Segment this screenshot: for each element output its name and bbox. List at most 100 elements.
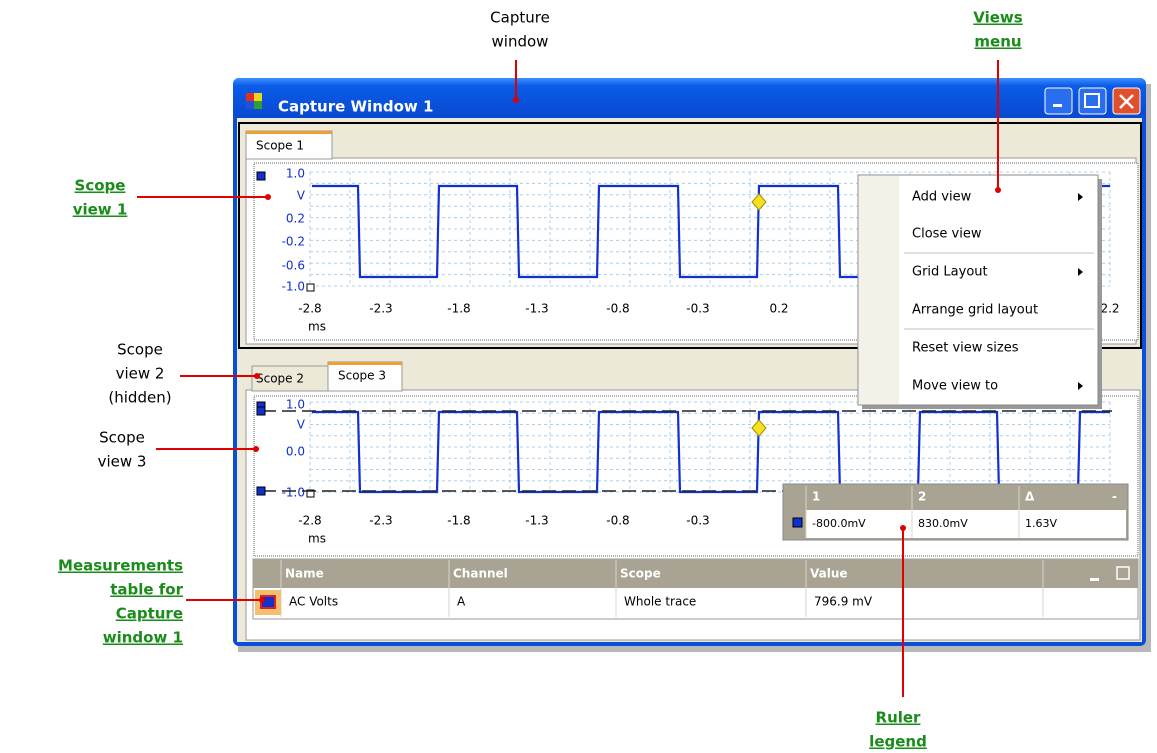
table-cell: 796.9 mV (814, 595, 873, 609)
minimize-glyph (1053, 104, 1062, 107)
x-axis-label: -0.3 (686, 302, 709, 316)
annotation: legend (869, 733, 927, 751)
table-cell: A (457, 595, 466, 609)
pointer-dot (900, 525, 906, 531)
ruler-legend-value: 830.0mV (918, 517, 968, 530)
window-icon (254, 101, 262, 109)
channel-marker (256, 171, 266, 181)
table-cell: Whole trace (624, 595, 696, 609)
channel-marker (792, 517, 803, 528)
annotation: Scope (75, 177, 126, 195)
annotation: Capture (116, 605, 183, 623)
title-bar (233, 78, 1146, 118)
window-title: Capture Window 1 (278, 98, 433, 116)
close-glyph (1119, 94, 1134, 109)
y-axis-label: -1.0 (282, 486, 305, 500)
window-icon (246, 93, 254, 101)
menu-item-label: Arrange grid layout (912, 303, 1038, 318)
tab-label: Scope 2 (256, 372, 304, 386)
y-axis-label: -0.2 (282, 235, 305, 249)
x-axis-label: -1.3 (525, 514, 548, 528)
table-header-cell: Name (285, 567, 324, 581)
annotation: table for (110, 581, 183, 599)
table-header-cell: Channel (453, 567, 508, 581)
menu-item[interactable] (860, 181, 1096, 213)
ruler-handle (256, 406, 266, 416)
pointer-dot (265, 194, 271, 200)
y-axis-label: 0.0 (286, 445, 305, 459)
y-axis-label: V (297, 418, 306, 432)
origin-marker (306, 283, 315, 292)
pointer-dot (253, 446, 259, 452)
ruler-legend-header: 2 (918, 490, 926, 504)
x-axis-label: -1.3 (525, 302, 548, 316)
ruler-legend-value: -800.0mV (812, 517, 866, 530)
ruler-legend-header: 1 (812, 490, 820, 504)
table-minimize[interactable] (1090, 578, 1099, 581)
x-axis-unit: ms (308, 532, 326, 546)
x-axis-label: -2.3 (369, 302, 392, 316)
y-axis-label: 1.0 (286, 398, 305, 412)
annotation: Scope (117, 341, 163, 359)
y-axis-label: V (297, 189, 306, 203)
table-header-cell: Scope (620, 567, 661, 581)
y-axis-label: 1.0 (286, 167, 305, 181)
window-icon (246, 101, 254, 109)
annotation: menu (974, 33, 1021, 51)
x-axis-label: -2.8 (298, 514, 321, 528)
table-cell: AC Volts (289, 595, 338, 609)
submenu-arrow (1078, 268, 1083, 276)
menu-item-label: Close view (912, 227, 982, 242)
annotation: window (492, 33, 549, 51)
menu-item-label: Move view to (912, 379, 998, 394)
x-axis-label: -0.8 (606, 302, 629, 316)
maximize-glyph (1084, 93, 1100, 108)
menu-item-label: Grid Layout (912, 265, 988, 280)
pointer-dot (254, 373, 260, 379)
tab-active[interactable] (245, 130, 333, 160)
window-icon (254, 93, 262, 101)
y-axis-label: -0.6 (282, 259, 305, 273)
minimize-button[interactable] (1044, 87, 1073, 115)
x-axis-label: -0.8 (606, 514, 629, 528)
x-axis-label: 0.2 (769, 302, 788, 316)
x-axis-unit: ms (308, 320, 326, 334)
table-maximize[interactable] (1116, 566, 1130, 580)
waveform (312, 410, 1110, 494)
annotation: view 3 (98, 453, 147, 471)
submenu-arrow (1078, 193, 1083, 201)
x-axis-label: -2.8 (298, 302, 321, 316)
annotation: (hidden) (108, 389, 171, 407)
y-axis-label: -1.0 (282, 280, 305, 294)
pointer-dot (513, 97, 519, 103)
annotation: Ruler (876, 709, 922, 727)
menu-item-label: Reset view sizes (912, 341, 1019, 356)
trigger-marker (751, 419, 767, 437)
pointer-dot (259, 597, 265, 603)
tab-highlight (328, 362, 402, 365)
tab[interactable] (251, 365, 329, 392)
annotation: window 1 (103, 629, 183, 647)
annotation: Views (973, 9, 1023, 27)
ruler-legend-header: Δ (1025, 490, 1035, 504)
origin-marker (306, 489, 315, 498)
tab-label: Scope 1 (256, 139, 304, 153)
x-axis-label: -1.8 (447, 514, 470, 528)
ruler-legend-row (806, 510, 1126, 538)
menu-item-label: Add view (912, 190, 972, 205)
tab-highlight (246, 131, 332, 134)
x-axis-label: -0.3 (686, 514, 709, 528)
x-axis-label: -2.3 (369, 514, 392, 528)
table-header-cell: Value (810, 567, 848, 581)
x-axis-label: -1.8 (447, 302, 470, 316)
annotation: Scope (99, 429, 145, 447)
table-header (253, 559, 1138, 588)
ruler-legend-header: - (1112, 490, 1117, 504)
maximize-button[interactable] (1078, 87, 1107, 115)
menu-icon-strip (859, 176, 899, 404)
tab-label: Scope 3 (338, 369, 386, 383)
annotation: view 1 (73, 201, 128, 219)
x-axis-label: 2.2 (1100, 302, 1119, 316)
submenu-arrow (1078, 382, 1083, 390)
